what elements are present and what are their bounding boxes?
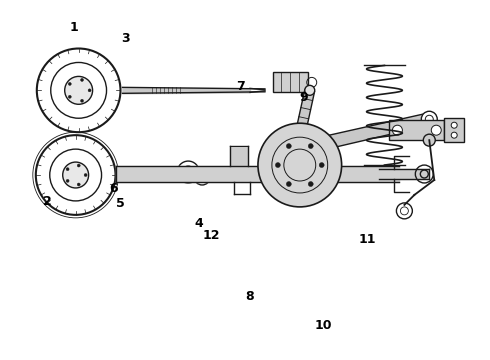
Circle shape	[421, 111, 437, 127]
Circle shape	[80, 99, 83, 102]
Text: 10: 10	[315, 319, 332, 332]
Text: 3: 3	[121, 32, 130, 45]
Circle shape	[451, 122, 457, 128]
Polygon shape	[293, 89, 315, 146]
Circle shape	[66, 179, 69, 183]
Circle shape	[286, 144, 292, 149]
Circle shape	[80, 78, 83, 81]
Circle shape	[451, 132, 457, 138]
Circle shape	[319, 163, 324, 167]
Text: 2: 2	[43, 195, 51, 208]
Circle shape	[308, 181, 313, 186]
Circle shape	[258, 123, 342, 207]
Circle shape	[423, 134, 435, 146]
Circle shape	[65, 76, 93, 104]
Circle shape	[77, 183, 80, 186]
Text: 9: 9	[299, 91, 308, 104]
Circle shape	[292, 139, 304, 151]
Circle shape	[66, 168, 69, 171]
Polygon shape	[268, 112, 431, 160]
Circle shape	[305, 85, 315, 95]
Circle shape	[308, 144, 313, 149]
Circle shape	[267, 144, 283, 160]
Circle shape	[431, 125, 441, 135]
Text: 1: 1	[70, 21, 78, 34]
Text: 4: 4	[194, 216, 203, 230]
Circle shape	[84, 174, 87, 176]
Text: 8: 8	[245, 290, 254, 303]
Circle shape	[68, 82, 71, 85]
Bar	[444, 118, 464, 142]
Circle shape	[275, 163, 280, 167]
Bar	[273, 72, 308, 92]
Text: 7: 7	[236, 80, 245, 93]
Circle shape	[286, 181, 292, 186]
Circle shape	[63, 162, 89, 188]
Text: 11: 11	[358, 233, 376, 246]
Text: 5: 5	[116, 197, 125, 210]
Text: 12: 12	[202, 229, 220, 242]
Circle shape	[77, 164, 80, 167]
Circle shape	[88, 89, 91, 92]
Bar	[390, 120, 444, 140]
Text: 6: 6	[109, 183, 118, 195]
Circle shape	[68, 95, 71, 98]
Circle shape	[392, 125, 402, 135]
